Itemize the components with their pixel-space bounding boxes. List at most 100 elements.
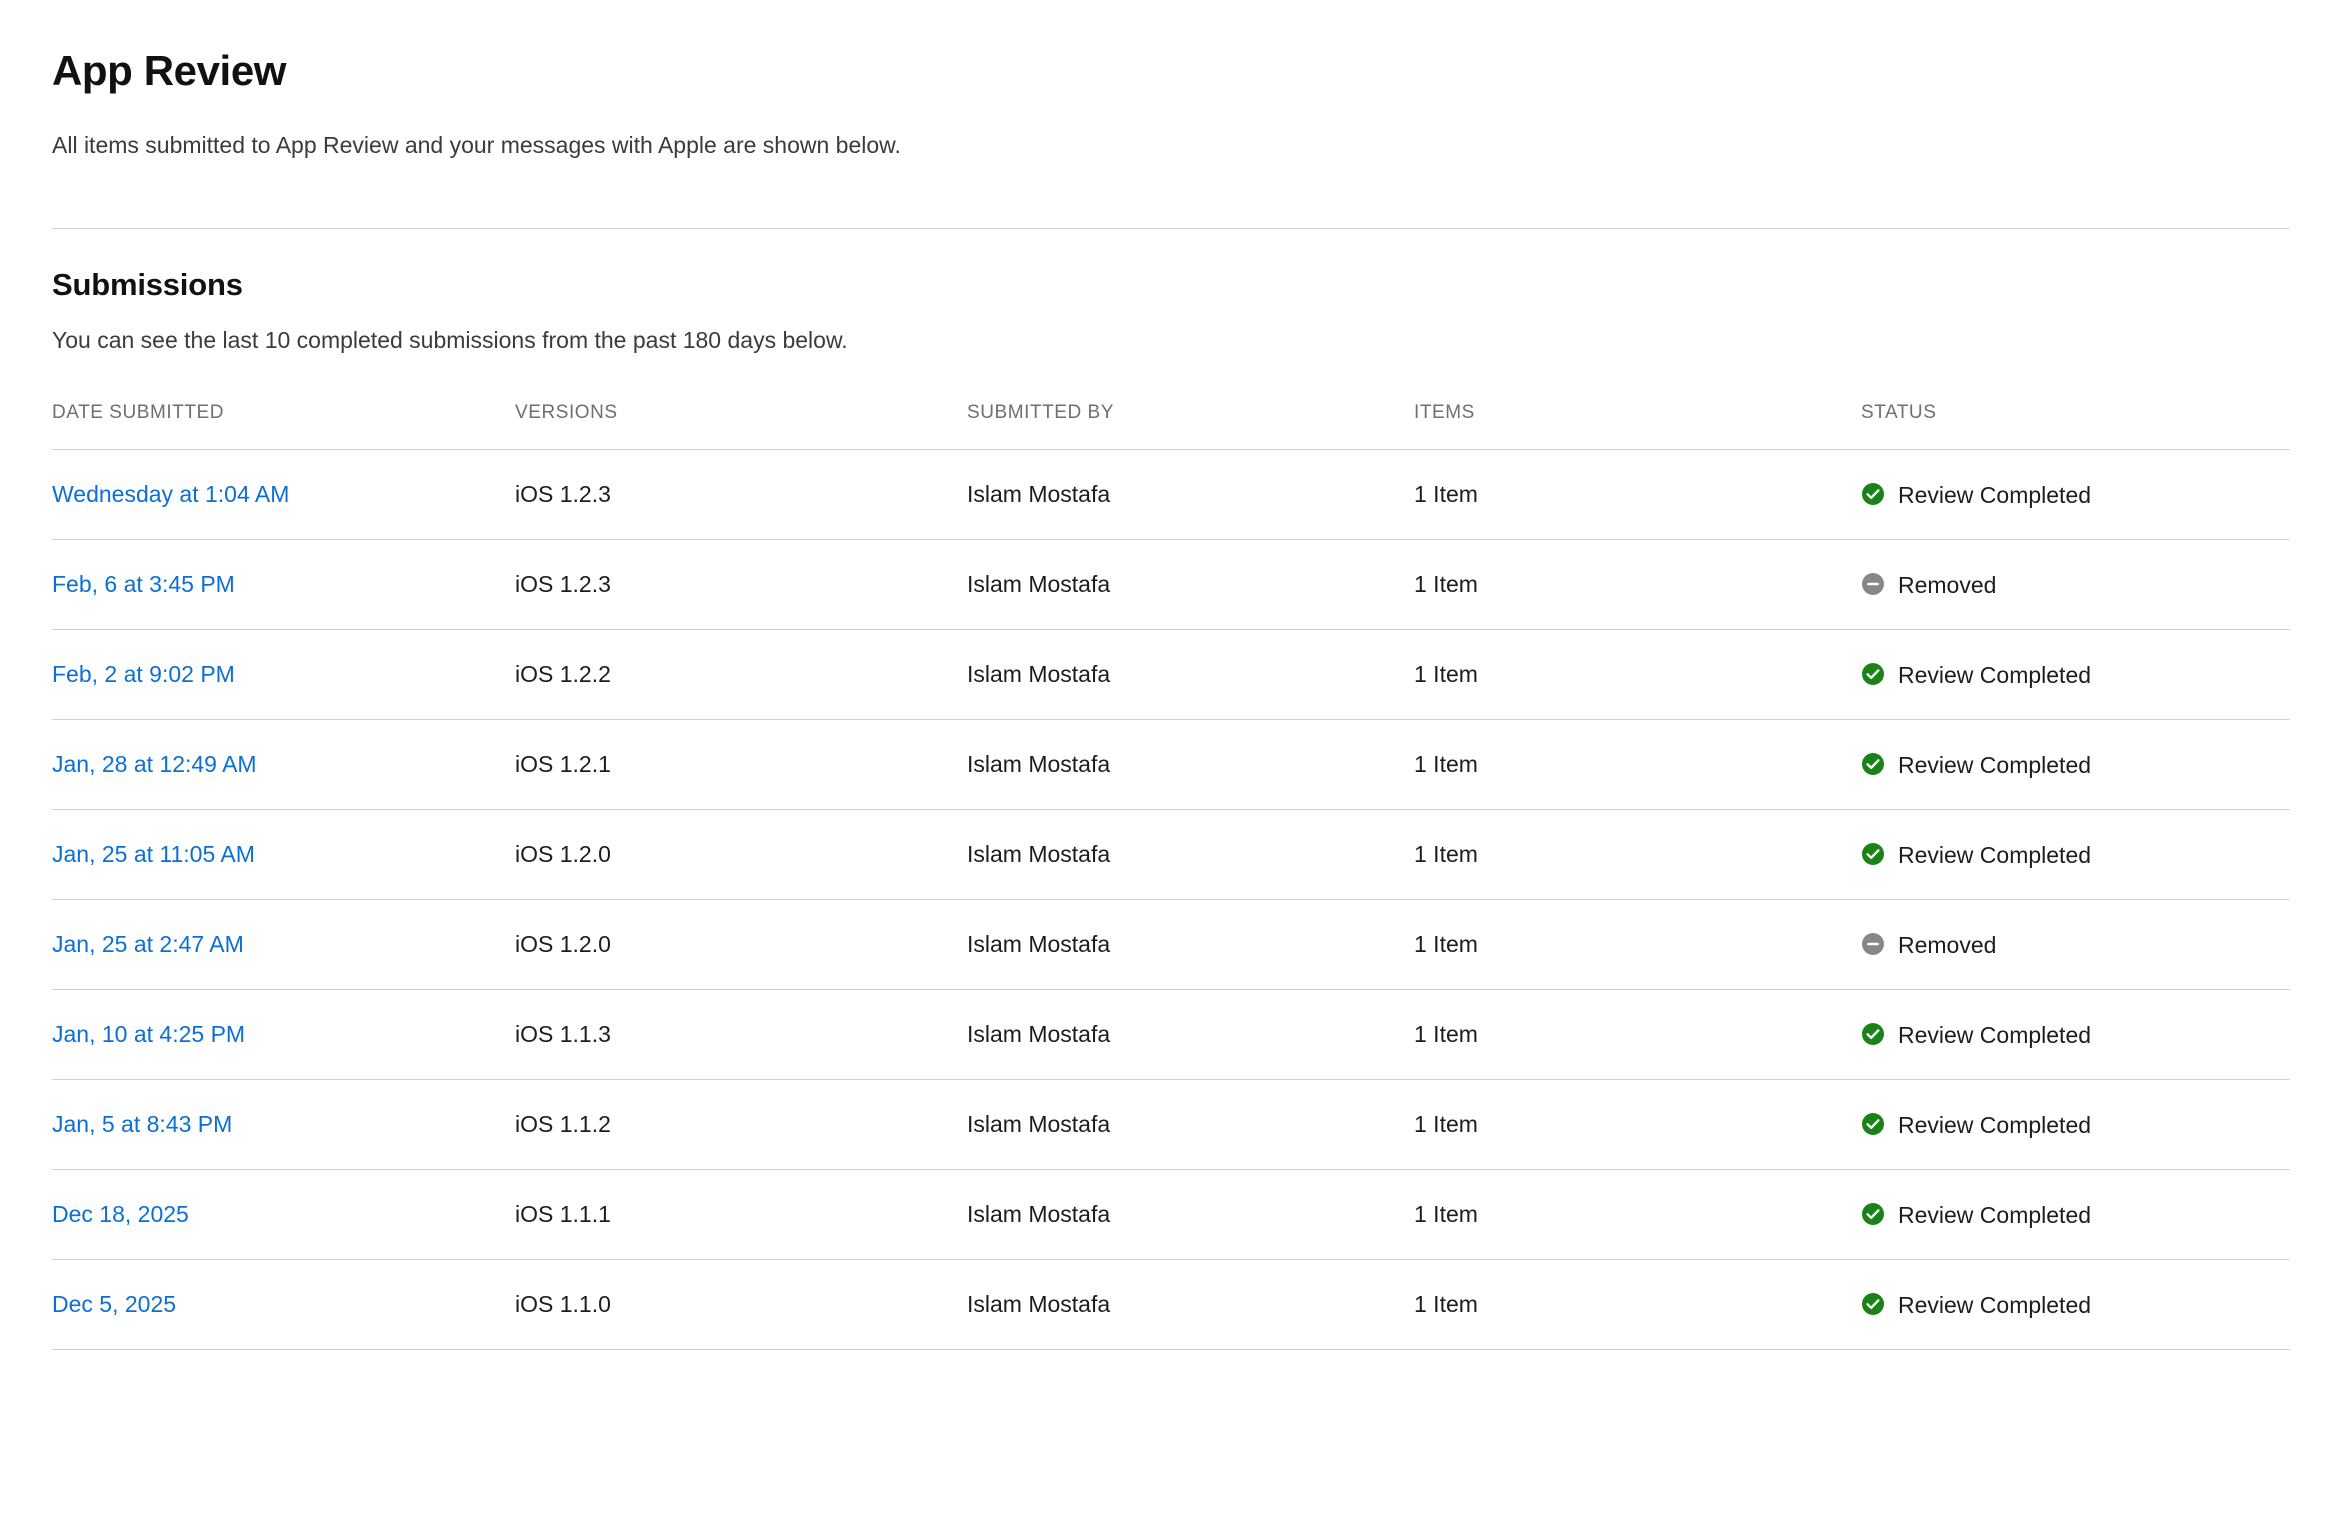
- check-circle-icon: [1862, 1113, 1884, 1136]
- table-row: Feb, 2 at 9:02 PM iOS 1.2.2 Islam Mostafa 1…: [52, 629, 2290, 720]
- status-badge: Review Completed: [1861, 842, 2290, 866]
- cell-items: 1 Item: [1414, 899, 1861, 990]
- cell-status: Removed: [1861, 539, 2290, 630]
- status-badge: Removed: [1861, 572, 2290, 596]
- cell-submitted-by: Islam Mostafa: [967, 899, 1414, 990]
- cell-versions: iOS 1.2.3: [515, 539, 967, 630]
- cell-items: 1 Item: [1414, 629, 1861, 720]
- status-badge: Review Completed: [1861, 662, 2290, 686]
- status-label: Review Completed: [1898, 1021, 2092, 1048]
- cell-items: 1 Item: [1414, 719, 1861, 810]
- cell-versions: iOS 1.2.0: [515, 899, 967, 990]
- status-badge: Review Completed: [1861, 752, 2290, 776]
- cell-date-submitted: Dec 5, 2025: [52, 1259, 515, 1350]
- submission-date-link[interactable]: Jan, 28 at 12:49 AM: [52, 750, 257, 777]
- column-header-submitted-by: SUBMITTED BY: [967, 401, 1414, 450]
- cell-items: 1 Item: [1414, 1079, 1861, 1170]
- status-label: Review Completed: [1898, 1201, 2092, 1228]
- cell-items: 1 Item: [1414, 449, 1861, 540]
- cell-status: Review Completed: [1861, 719, 2290, 810]
- table-row: Jan, 5 at 8:43 PM iOS 1.1.2 Islam Mostafa 1…: [52, 1079, 2290, 1170]
- cell-date-submitted: Jan, 5 at 8:43 PM: [52, 1079, 515, 1170]
- cell-submitted-by: Islam Mostafa: [967, 719, 1414, 810]
- app-review-page: App Review All items submitted to App Re…: [52, 0, 2290, 1350]
- cell-submitted-by: Islam Mostafa: [967, 809, 1414, 900]
- status-label: Review Completed: [1898, 841, 2092, 868]
- status-label: Review Completed: [1898, 1111, 2092, 1138]
- submission-date-link[interactable]: Dec 5, 2025: [52, 1290, 177, 1317]
- submission-date-link[interactable]: Jan, 5 at 8:43 PM: [52, 1110, 233, 1137]
- cell-submitted-by: Islam Mostafa: [967, 1259, 1414, 1350]
- cell-date-submitted: Feb, 2 at 9:02 PM: [52, 629, 515, 720]
- page-subtitle: All items submitted to App Review and yo…: [52, 132, 901, 159]
- page-content: App Review All items submitted to App Re…: [52, 0, 2290, 1350]
- check-circle-icon: [1862, 1203, 1884, 1226]
- table-row: Wednesday at 1:04 AM iOS 1.2.3 Islam Mosta…: [52, 449, 2290, 540]
- cell-date-submitted: Feb, 6 at 3:45 PM: [52, 539, 515, 630]
- column-header-versions: VERSIONS: [515, 401, 967, 450]
- table-row: Jan, 28 at 12:49 AM iOS 1.2.1 Islam Mostaf…: [52, 719, 2290, 810]
- cell-versions: iOS 1.1.3: [515, 989, 967, 1080]
- check-circle-icon: [1862, 753, 1884, 776]
- cell-status: Review Completed: [1861, 629, 2290, 720]
- cell-date-submitted: Wednesday at 1:04 AM: [52, 449, 515, 540]
- cell-items: 1 Item: [1414, 809, 1861, 900]
- column-header-status: STATUS: [1861, 401, 2290, 450]
- cell-submitted-by: Islam Mostafa: [967, 539, 1414, 630]
- submission-date-link[interactable]: Dec 18, 2025: [52, 1200, 189, 1227]
- page-title: App Review: [52, 47, 287, 94]
- cell-items: 1 Item: [1414, 1259, 1861, 1350]
- cell-items: 1 Item: [1414, 989, 1861, 1080]
- status-badge: Review Completed: [1861, 1112, 2290, 1136]
- column-header-items: ITEMS: [1414, 401, 1861, 450]
- submission-date-link[interactable]: Jan, 25 at 2:47 AM: [52, 930, 244, 957]
- submission-date-link[interactable]: Feb, 2 at 9:02 PM: [52, 660, 235, 687]
- cell-versions: iOS 1.2.2: [515, 629, 967, 720]
- submissions-table-header: DATE SUBMITTED VERSIONS SUBMITTED BY ITE…: [52, 401, 2290, 450]
- cell-date-submitted: Jan, 28 at 12:49 AM: [52, 719, 515, 810]
- cell-submitted-by: Islam Mostafa: [967, 449, 1414, 540]
- status-badge: Review Completed: [1861, 1022, 2290, 1046]
- table-row: Jan, 25 at 11:05 AM iOS 1.2.0 Islam Mostaf…: [52, 809, 2290, 900]
- status-badge: Review Completed: [1861, 1202, 2290, 1226]
- cell-items: 1 Item: [1414, 1169, 1861, 1260]
- cell-versions: iOS 1.2.1: [515, 719, 967, 810]
- status-badge: Review Completed: [1861, 482, 2290, 506]
- table-row: Feb, 6 at 3:45 PM iOS 1.2.3 Islam Mostafa 1…: [52, 539, 2290, 630]
- cell-date-submitted: Jan, 25 at 2:47 AM: [52, 899, 515, 990]
- cell-submitted-by: Islam Mostafa: [967, 989, 1414, 1080]
- cell-status: Review Completed: [1861, 1079, 2290, 1170]
- status-label: Review Completed: [1898, 661, 2092, 688]
- cell-submitted-by: Islam Mostafa: [967, 1079, 1414, 1170]
- table-row: Jan, 10 at 4:25 PM iOS 1.1.3 Islam Mostafa…: [52, 989, 2290, 1080]
- submissions-table: DATE SUBMITTED VERSIONS SUBMITTED BY ITE…: [52, 401, 2290, 1350]
- cell-submitted-by: Islam Mostafa: [967, 1169, 1414, 1260]
- submission-date-link[interactable]: Wednesday at 1:04 AM: [52, 480, 290, 507]
- submission-date-link[interactable]: Jan, 25 at 11:05 AM: [52, 840, 255, 867]
- table-header-row: DATE SUBMITTED VERSIONS SUBMITTED BY ITE…: [52, 401, 2290, 450]
- minus-circle-icon: [1862, 573, 1884, 596]
- table-row: Dec 18, 2025 iOS 1.1.1 Islam Mostafa 1 Item…: [52, 1169, 2290, 1260]
- cell-date-submitted: Jan, 10 at 4:25 PM: [52, 989, 515, 1080]
- cell-status: Removed: [1861, 899, 2290, 990]
- check-circle-icon: [1862, 1023, 1884, 1046]
- minus-circle-icon: [1862, 933, 1884, 956]
- status-label: Removed: [1898, 931, 1997, 958]
- cell-date-submitted: Dec 18, 2025: [52, 1169, 515, 1260]
- cell-versions: iOS 1.2.3: [515, 449, 967, 540]
- submissions-section-description: You can see the last 10 completed submis…: [52, 326, 848, 353]
- status-badge: Removed: [1861, 932, 2290, 956]
- submissions-table-body: Wednesday at 1:04 AM iOS 1.2.3 Islam Mosta…: [52, 449, 2290, 1350]
- submissions-section-title: Submissions: [52, 267, 243, 303]
- cell-status: Review Completed: [1861, 809, 2290, 900]
- cell-status: Review Completed: [1861, 1169, 2290, 1260]
- submission-date-link[interactable]: Feb, 6 at 3:45 PM: [52, 570, 235, 597]
- cell-submitted-by: Islam Mostafa: [967, 629, 1414, 720]
- status-label: Review Completed: [1898, 481, 2092, 508]
- cell-items: 1 Item: [1414, 539, 1861, 630]
- submission-date-link[interactable]: Jan, 10 at 4:25 PM: [52, 1020, 246, 1047]
- check-circle-icon: [1862, 843, 1884, 866]
- status-label: Review Completed: [1898, 751, 2092, 778]
- cell-date-submitted: Jan, 25 at 11:05 AM: [52, 809, 515, 900]
- status-label: Removed: [1898, 571, 1997, 598]
